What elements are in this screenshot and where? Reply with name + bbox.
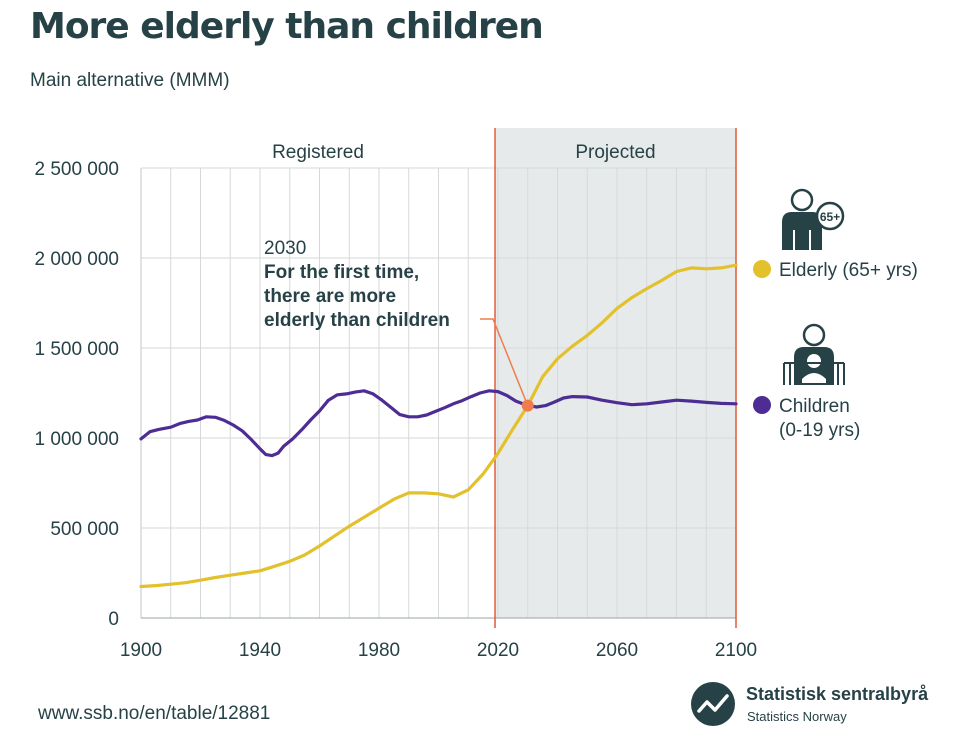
source-link[interactable]: www.ssb.no/en/table/12881 [38, 703, 271, 724]
legend-label-children: Children [779, 396, 850, 417]
chart-subtitle: Main alternative (MMM) [30, 70, 230, 91]
series-line-elderly [139, 263, 738, 589]
icon-child-body [802, 373, 826, 383]
icon-body [782, 212, 822, 250]
y-tick-label: 0 [108, 609, 119, 630]
x-tick-label: 1940 [239, 640, 281, 661]
annotation-leader-line [480, 318, 529, 406]
chart-title: More elderly than children [30, 6, 544, 47]
x-tick-label: 2020 [477, 640, 519, 661]
crossover-marker [521, 399, 534, 412]
icon-head [802, 323, 826, 347]
x-tick-label: 1900 [120, 640, 162, 661]
legend-dot-elderly [753, 260, 771, 278]
x-tick-label: 1980 [358, 640, 400, 661]
legend-dot-children [753, 396, 771, 414]
annotation-text-line: For the first time, [264, 262, 419, 283]
elderly-person-icon: 65+ [782, 188, 845, 250]
legend-label-children: (0-19 yrs) [779, 420, 860, 441]
age-badge-text: 65+ [820, 210, 840, 224]
x-tick-label: 2100 [715, 640, 757, 661]
age-badge [815, 201, 845, 231]
y-tick-label: 2 000 000 [34, 249, 119, 270]
y-tick-label: 2 500 000 [34, 159, 119, 180]
y-tick-label: 1 500 000 [34, 339, 119, 360]
x-tick-label: 2060 [596, 640, 638, 661]
annotation-text-line: elderly than children [264, 310, 450, 331]
child-icon [783, 323, 845, 385]
logo-subtitle: Statistics Norway [747, 709, 847, 724]
series-line-children [139, 389, 738, 458]
icon-child-head [807, 354, 821, 368]
icon-head [790, 188, 814, 212]
region-label-projected: Projected [575, 142, 655, 163]
annotation-text-line: there are more [264, 286, 396, 307]
ssb-logo-icon [691, 682, 735, 726]
y-tick-label: 1 000 000 [34, 429, 119, 450]
region-label-registered: Registered [272, 142, 364, 163]
logo-name: Statistisk sentralbyrå [746, 684, 929, 704]
y-tick-label: 500 000 [50, 519, 119, 540]
annotation-year: 2030 [264, 238, 306, 259]
ssb-logo: Statistisk sentralbyrå Statistics Norway [690, 681, 950, 731]
projected-region [496, 128, 736, 618]
legend-label-elderly: Elderly (65+ yrs) [779, 260, 918, 281]
